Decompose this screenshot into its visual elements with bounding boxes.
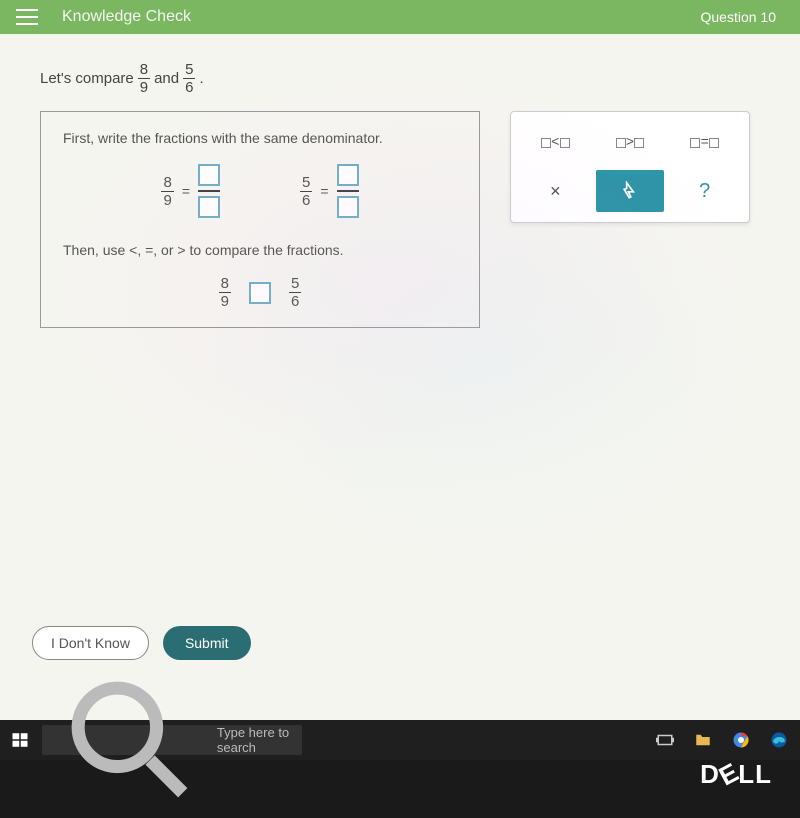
tool-less-than[interactable]: <	[521, 122, 590, 164]
equation-b: 5 6 =	[300, 164, 359, 218]
laptop-brand: DELL	[700, 759, 772, 790]
chrome-icon	[732, 731, 750, 749]
start-button[interactable]	[6, 726, 34, 754]
content-area: Let's compare 8 9 and 5 6 . First, write…	[0, 34, 800, 328]
tool-palette: < > = ✕ ?	[510, 111, 750, 223]
submit-button[interactable]: Submit	[163, 626, 251, 660]
prompt-tail: .	[199, 70, 203, 87]
question-number: Question 10	[701, 9, 777, 25]
eq-a-answer	[198, 164, 220, 218]
equals-sign: =	[320, 183, 328, 199]
prompt-mid: and	[154, 70, 179, 87]
page-title: Knowledge Check	[62, 8, 701, 26]
eq-b-num-input[interactable]	[337, 164, 359, 186]
file-explorer-button[interactable]	[688, 725, 718, 755]
tool-help[interactable]: ?	[670, 170, 739, 212]
edge-icon	[770, 731, 788, 749]
tool-equals[interactable]: =	[670, 122, 739, 164]
eq-b-lhs: 5 6	[300, 175, 312, 208]
work-box: First, write the fractions with the same…	[40, 111, 480, 328]
prompt-lead: Let's compare	[40, 70, 134, 87]
tool-clear[interactable]: ✕	[521, 170, 590, 212]
cmp-fraction-b: 5 6	[289, 276, 301, 309]
taskbar-search[interactable]: Type here to search	[42, 725, 302, 755]
folder-icon	[694, 731, 712, 749]
equation-row: 8 9 = 5 6	[63, 164, 457, 218]
tool-pointer[interactable]	[596, 170, 665, 212]
instruction-2: Then, use <, =, or > to compare the frac…	[63, 242, 457, 258]
prompt-fraction-a: 8 9	[138, 62, 150, 95]
eq-a-den-input[interactable]	[198, 196, 220, 218]
eq-a-num-input[interactable]	[198, 164, 220, 186]
eq-b-answer	[337, 164, 359, 218]
pointer-icon	[620, 181, 640, 201]
compare-operator-input[interactable]	[249, 282, 271, 304]
equation-a: 8 9 =	[161, 164, 220, 218]
equals-sign: =	[182, 183, 190, 199]
eq-a-lhs: 8 9	[161, 175, 173, 208]
question-icon: ?	[699, 180, 710, 203]
x-icon: ✕	[549, 183, 561, 200]
app-screen: Knowledge Check Question 10 Let's compar…	[0, 0, 800, 720]
chrome-button[interactable]	[726, 725, 756, 755]
tool-greater-than[interactable]: >	[596, 122, 665, 164]
cmp-fraction-a: 8 9	[219, 276, 231, 309]
dont-know-button[interactable]: I Don't Know	[32, 626, 149, 660]
search-icon	[52, 662, 209, 818]
windows-taskbar: Type here to search	[0, 720, 800, 760]
prompt-fraction-b: 5 6	[183, 62, 195, 95]
windows-icon	[11, 731, 29, 749]
eq-b-den-input[interactable]	[337, 196, 359, 218]
task-view-button[interactable]	[650, 725, 680, 755]
edge-button[interactable]	[764, 725, 794, 755]
instruction-1: First, write the fractions with the same…	[63, 130, 457, 146]
app-header: Knowledge Check Question 10	[0, 0, 800, 34]
action-bar: I Don't Know Submit	[32, 626, 251, 660]
compare-row: 8 9 5 6	[63, 276, 457, 309]
menu-icon[interactable]	[16, 9, 38, 25]
prompt-text: Let's compare 8 9 and 5 6 .	[40, 62, 760, 95]
search-placeholder: Type here to search	[217, 725, 292, 755]
task-view-icon	[656, 731, 674, 749]
